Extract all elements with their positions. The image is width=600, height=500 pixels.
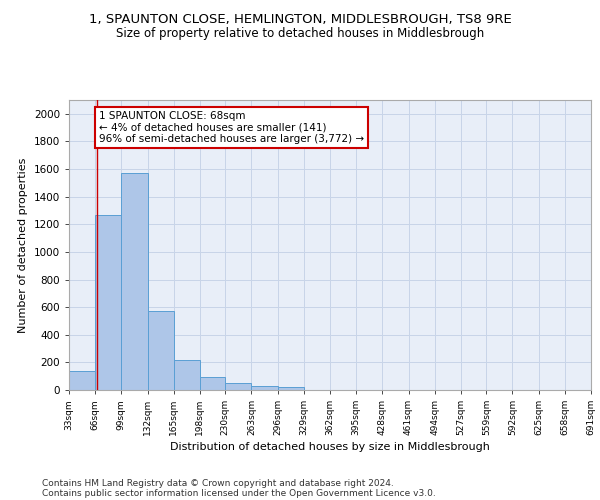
Bar (225, 383, 251, 390)
X-axis label: Distribution of detached houses by size in Middlesbrough: Distribution of detached houses by size … (170, 442, 490, 452)
Text: Size of property relative to detached houses in Middlesbrough: Size of property relative to detached ho… (116, 28, 484, 40)
Bar (95, 215, 121, 390)
Text: 1 SPAUNTON CLOSE: 68sqm
← 4% of detached houses are smaller (141)
96% of semi-de: 1 SPAUNTON CLOSE: 68sqm ← 4% of detached… (99, 111, 364, 144)
Text: Contains public sector information licensed under the Open Government Licence v3: Contains public sector information licen… (42, 488, 436, 498)
Text: 1, SPAUNTON CLOSE, HEMLINGTON, MIDDLESBROUGH, TS8 9RE: 1, SPAUNTON CLOSE, HEMLINGTON, MIDDLESBR… (89, 12, 511, 26)
Bar (251, 386, 278, 390)
Bar (200, 377, 225, 390)
Bar (174, 360, 200, 390)
Bar (121, 173, 148, 390)
Y-axis label: Number of detached properties: Number of detached properties (18, 158, 28, 332)
Text: Contains HM Land Registry data © Crown copyright and database right 2024.: Contains HM Land Registry data © Crown c… (42, 478, 394, 488)
Bar (148, 312, 174, 390)
Bar (69, 370, 95, 390)
Bar (278, 388, 304, 390)
